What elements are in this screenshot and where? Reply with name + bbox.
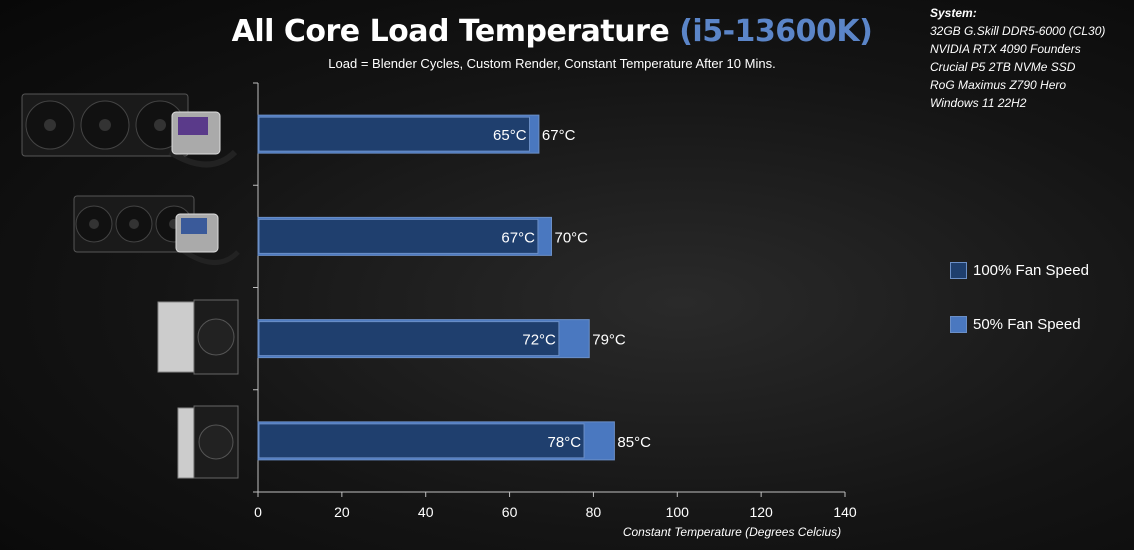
legend-swatch-50 (950, 315, 967, 333)
bars: 65°C 67°C 67°C 70°C 72°C 79°C 78°C 85°C (257, 114, 651, 461)
data-label-100-fan: 65°C (493, 127, 527, 144)
data-label-50-fan: 85°C (617, 434, 651, 451)
legend-swatch-100 (950, 261, 967, 279)
x-tick-label: 140 (833, 504, 857, 520)
system-line: 32GB G.Skill DDR5-6000 (CL30) (930, 24, 1106, 38)
x-tick-label: 0 (254, 504, 262, 520)
legend: 100% Fan Speed 50% Fan Speed (950, 258, 1089, 366)
data-label-50-fan: 79°C (592, 332, 626, 349)
chart-title: All Core Load Temperature (i5-13600K) (0, 14, 1104, 49)
legend-item: 50% Fan Speed (950, 312, 1089, 336)
x-tick-label: 100 (666, 504, 690, 520)
legend-label: 100% Fan Speed (973, 261, 1089, 279)
system-line: Windows 11 22H2 (930, 96, 1027, 110)
bar-100-fan (258, 321, 560, 357)
bar-100-fan (258, 116, 531, 152)
data-label-100-fan: 78°C (548, 434, 582, 451)
bar-100-fan (258, 423, 585, 459)
x-axis-ticks: 0 20 40 60 80 100 120 140 (253, 82, 857, 520)
chart-subtitle: Load = Blender Cycles, Custom Render, Co… (328, 56, 776, 71)
title-main: All Core Load Temperature (231, 14, 670, 49)
system-line: Crucial P5 2TB NVMe SSD (930, 60, 1076, 74)
x-tick-label: 80 (586, 504, 602, 520)
x-tick-label: 40 (418, 504, 434, 520)
x-tick-label: 20 (334, 504, 350, 520)
data-label-100-fan: 72°C (522, 332, 556, 349)
triple-fan-aio-icon (21, 93, 238, 168)
system-info: System: 32GB G.Skill DDR5-6000 (CL30) NV… (930, 4, 1105, 112)
bar-100-fan (258, 218, 539, 254)
system-line: RoG Maximus Z790 Hero (930, 78, 1067, 92)
system-heading: System: (930, 6, 977, 20)
legend-label: 50% Fan Speed (973, 315, 1081, 333)
system-line: NVIDIA RTX 4090 Founders (930, 42, 1081, 56)
dual-tower-air-cooler-icon (157, 299, 239, 375)
x-tick-label: 60 (502, 504, 518, 520)
x-axis-label: Constant Temperature (Degrees Celcius) (623, 525, 841, 539)
single-tower-air-cooler-icon (177, 405, 239, 479)
data-label-100-fan: 67°C (501, 229, 535, 246)
legend-item: 100% Fan Speed (950, 258, 1089, 282)
data-label-50-fan: 67°C (542, 127, 576, 144)
title-accent: (i5-13600K) (679, 14, 873, 49)
x-tick-label: 120 (749, 504, 773, 520)
triple-fan-aio-icon (73, 195, 240, 265)
data-label-50-fan: 70°C (555, 229, 589, 246)
